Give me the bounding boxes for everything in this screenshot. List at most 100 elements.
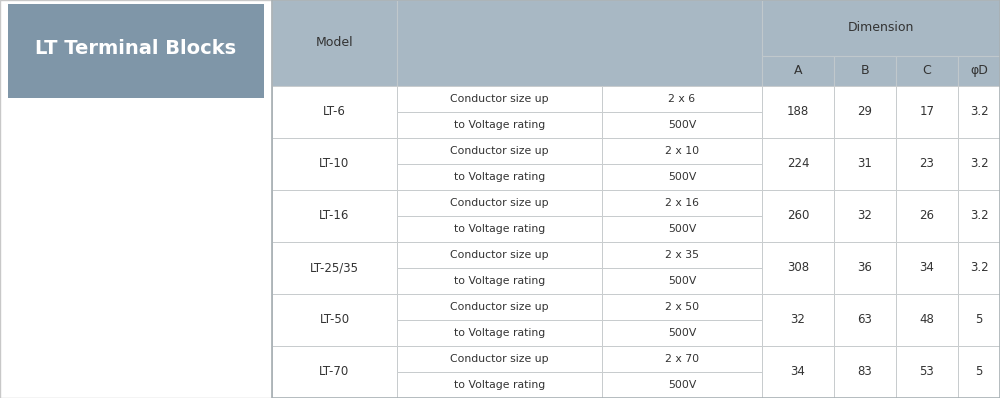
Text: 53: 53 <box>920 365 934 378</box>
Text: LT-25/35: LT-25/35 <box>310 261 359 274</box>
Bar <box>958 346 1000 398</box>
Text: 63: 63 <box>858 313 872 326</box>
Bar <box>834 86 896 138</box>
Text: 2 x 6: 2 x 6 <box>668 94 696 103</box>
Bar <box>896 242 958 294</box>
Bar <box>896 86 958 138</box>
Bar <box>602 111 762 138</box>
Bar <box>834 138 896 190</box>
Text: 500V: 500V <box>668 276 696 286</box>
Text: 83: 83 <box>858 365 872 378</box>
Bar <box>602 216 762 242</box>
Bar <box>0 0 272 398</box>
Text: Conductor size up: Conductor size up <box>450 198 549 208</box>
Bar <box>834 294 896 346</box>
Text: to Voltage rating: to Voltage rating <box>454 224 545 234</box>
Text: 2 x 70: 2 x 70 <box>665 354 699 364</box>
Text: 32: 32 <box>858 209 872 222</box>
Bar <box>272 242 397 294</box>
Text: 17: 17 <box>919 105 934 118</box>
Bar <box>602 190 762 216</box>
Text: 500V: 500V <box>668 224 696 234</box>
Bar <box>272 86 397 138</box>
Bar <box>896 346 958 398</box>
Text: 2 x 10: 2 x 10 <box>665 146 699 156</box>
Bar <box>958 294 1000 346</box>
Text: 5: 5 <box>975 365 983 378</box>
Text: to Voltage rating: to Voltage rating <box>454 276 545 286</box>
Text: Conductor size up: Conductor size up <box>450 354 549 364</box>
Text: 3.2: 3.2 <box>970 157 988 170</box>
Text: 2 x 35: 2 x 35 <box>665 250 699 260</box>
Bar <box>834 242 896 294</box>
Bar <box>397 216 602 242</box>
Text: to Voltage rating: to Voltage rating <box>454 120 545 130</box>
Text: 48: 48 <box>920 313 934 326</box>
Text: LT-50: LT-50 <box>319 313 350 326</box>
Bar <box>602 294 762 320</box>
Bar <box>834 346 896 398</box>
Text: 3.2: 3.2 <box>970 261 988 274</box>
Bar <box>834 190 896 242</box>
Bar <box>397 346 602 372</box>
Text: 500V: 500V <box>668 120 696 130</box>
Bar <box>272 0 1000 398</box>
Bar <box>896 56 958 86</box>
Bar <box>762 86 834 138</box>
Text: 500V: 500V <box>668 172 696 182</box>
Bar <box>762 56 834 86</box>
Text: Conductor size up: Conductor size up <box>450 302 549 312</box>
Text: 23: 23 <box>920 157 934 170</box>
Text: 260: 260 <box>787 209 809 222</box>
Text: LT-16: LT-16 <box>319 209 350 222</box>
Text: 2 x 50: 2 x 50 <box>665 302 699 312</box>
Text: 2 x 16: 2 x 16 <box>665 198 699 208</box>
Text: LT Terminal Blocks: LT Terminal Blocks <box>35 39 237 58</box>
Bar <box>602 138 762 164</box>
Text: Conductor size up: Conductor size up <box>450 250 549 260</box>
Bar <box>602 320 762 346</box>
Bar <box>762 0 1000 56</box>
Text: to Voltage rating: to Voltage rating <box>454 328 545 338</box>
Text: Dimension: Dimension <box>848 21 914 34</box>
Bar <box>272 294 397 346</box>
Bar <box>272 0 397 86</box>
Text: 26: 26 <box>919 209 934 222</box>
Text: Conductor size up: Conductor size up <box>450 94 549 103</box>
Text: Conductor size up: Conductor size up <box>450 146 549 156</box>
Bar <box>762 138 834 190</box>
Bar <box>958 138 1000 190</box>
Text: B: B <box>861 64 869 77</box>
Bar <box>8 4 264 98</box>
Bar <box>397 372 602 398</box>
Text: 3.2: 3.2 <box>970 105 988 118</box>
Text: 188: 188 <box>787 105 809 118</box>
Text: 31: 31 <box>858 157 872 170</box>
Text: 36: 36 <box>858 261 872 274</box>
Bar <box>397 86 602 111</box>
Text: 29: 29 <box>858 105 872 118</box>
Bar <box>397 268 602 294</box>
Text: 5: 5 <box>975 313 983 326</box>
Bar <box>762 190 834 242</box>
Text: 500V: 500V <box>668 328 696 338</box>
Bar <box>397 164 602 190</box>
Text: LT-6: LT-6 <box>323 105 346 118</box>
Bar <box>896 190 958 242</box>
Bar <box>397 111 602 138</box>
Bar <box>397 190 602 216</box>
Bar <box>602 346 762 372</box>
Bar <box>896 294 958 346</box>
Text: 500V: 500V <box>668 380 696 390</box>
Text: 34: 34 <box>791 365 805 378</box>
Text: LT-70: LT-70 <box>319 365 350 378</box>
Bar <box>272 190 397 242</box>
Bar <box>602 242 762 268</box>
Text: C: C <box>923 64 931 77</box>
Bar <box>958 242 1000 294</box>
Text: 224: 224 <box>787 157 809 170</box>
Bar <box>397 242 602 268</box>
Text: A: A <box>794 64 802 77</box>
Text: 34: 34 <box>920 261 934 274</box>
Bar <box>602 164 762 190</box>
